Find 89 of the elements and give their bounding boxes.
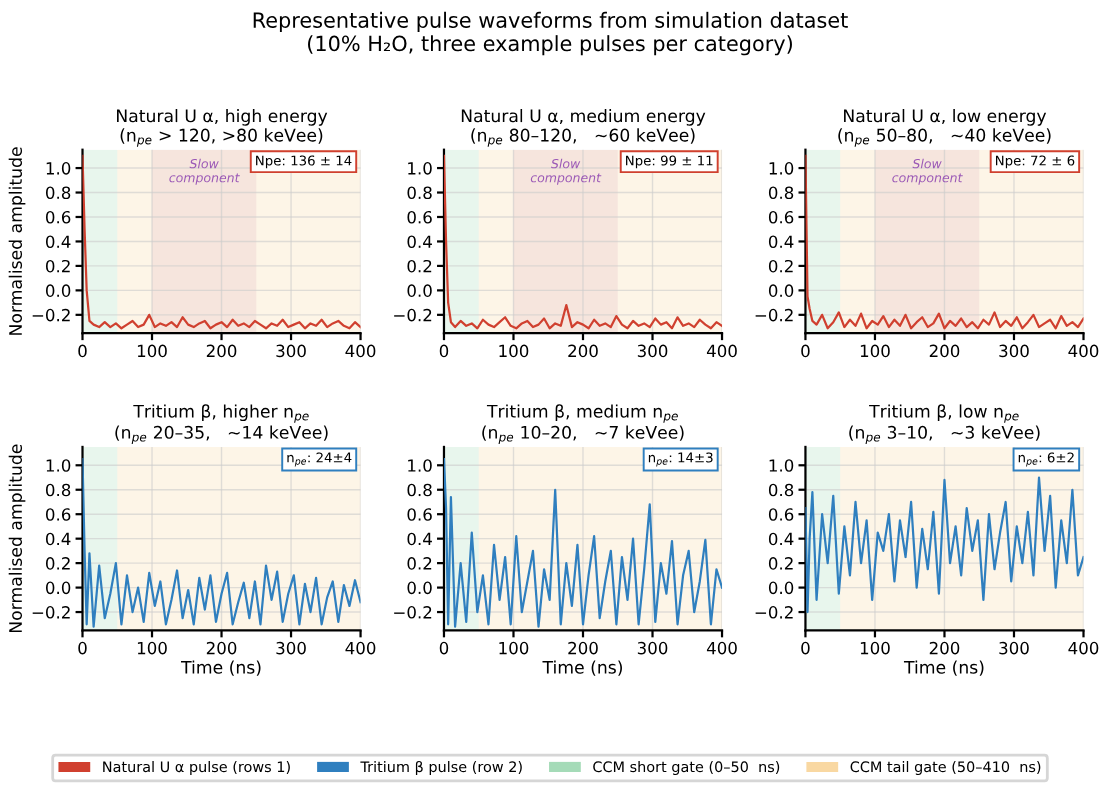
x-tick-label: 400 (706, 344, 737, 358)
y-tick-label: 0.0 (407, 581, 432, 595)
y-tick-label: 0.6 (768, 508, 794, 521)
y-tick-label: −0.2 (755, 308, 793, 322)
x-tick-label: 0 (78, 641, 87, 655)
x-tick-label: 0 (78, 344, 87, 358)
y-tick-label: 0.6 (407, 508, 432, 521)
y-tick-label: 0.4 (407, 235, 432, 249)
chart-title: Tritium β, medium n$_{pe}$ (n$_{pe}$ 10–20, ~7 keVee) (482, 404, 684, 444)
y-tick-label: −0.2 (32, 606, 70, 619)
y-tick-label: 0.2 (407, 557, 432, 570)
y-tick-label: 1.0 (46, 459, 71, 472)
y-tick-label: −0.2 (32, 308, 70, 322)
y-tick-label: 0.6 (45, 508, 71, 521)
y-tick-label: 0.6 (407, 210, 432, 224)
y-tick-label: 0.8 (768, 186, 794, 200)
x-tick-label: 300 (637, 344, 668, 358)
y-tick-label: 0.6 (768, 210, 794, 224)
x-tick-label: 400 (345, 641, 376, 655)
y-tick-label: 0.2 (768, 259, 793, 273)
chart-title: Natural U α, low energy (n$_{pe}$ 50–80, ~40 keVee) (838, 109, 1051, 147)
y-tick-label: 0.4 (768, 532, 794, 546)
y-tick-label: 0.0 (407, 284, 432, 297)
y-tick-label: 1.0 (46, 162, 71, 175)
y-tick-label: −0.2 (394, 606, 432, 619)
x-axis-title: Time (ns) (181, 660, 261, 676)
y-tick-label: 1.0 (769, 459, 794, 472)
x-tick-label: 200 (568, 344, 598, 358)
x-tick-label: 200 (206, 641, 237, 655)
y-tick-label: 0.0 (45, 284, 71, 297)
y-tick-label: 1.0 (408, 162, 432, 175)
x-tick-label: 0 (801, 641, 810, 655)
x-tick-label: 0 (439, 641, 449, 655)
y-axis-title: Normalised amplitude (8, 147, 26, 335)
x-tick-label: 400 (706, 641, 737, 655)
y-tick-label: 0.4 (45, 235, 71, 249)
y-tick-label: 0.8 (768, 483, 794, 497)
y-tick-label: 0.2 (407, 259, 432, 273)
line-series (805, 476, 1084, 614)
x-tick-label: 300 (999, 344, 1029, 358)
x-tick-label: 300 (637, 641, 668, 655)
x-tick-label: 100 (137, 344, 167, 358)
x-tick-label: 200 (929, 641, 960, 655)
chart-title: Natural U α, medium energy (n$_{pe}$ 80–120, ~60 keVee) (461, 109, 706, 147)
y-tick-label: 0.8 (45, 186, 71, 200)
y-tick-label: 1.0 (408, 459, 432, 472)
line-series (82, 154, 361, 330)
x-tick-label: 100 (499, 641, 529, 655)
chart-title: Tritium β, low n$_{pe}$ (n$_{pe}$ 3–10, ~3 keVee) (849, 404, 1040, 444)
x-tick-label: 0 (801, 344, 810, 358)
x-tick-label: 200 (206, 344, 237, 358)
y-tick-label: 0.8 (407, 186, 432, 200)
y-axis-title: Normalised amplitude (8, 444, 26, 633)
line-series (443, 154, 723, 330)
y-tick-label: 1.0 (769, 162, 794, 175)
chart-title: Tritium β, higher n$_{pe}$ (n$_{pe}$ 20–35, ~14 keVee) (115, 404, 328, 444)
chart-title: Natural U α, high energy (n$_{pe}$ > 120, >80 keVee) (117, 109, 328, 147)
x-tick-label: 400 (345, 344, 376, 358)
y-tick-label: 0.2 (768, 557, 793, 570)
y-tick-label: −0.2 (755, 606, 793, 619)
y-tick-label: −0.2 (394, 308, 432, 322)
y-tick-label: 0.4 (768, 235, 794, 249)
x-tick-label: 300 (276, 641, 306, 655)
y-tick-label: 0.2 (45, 557, 70, 570)
text: (10% H₂O, three example pulses per category) (308, 35, 792, 56)
x-tick-label: 100 (860, 641, 890, 655)
x-tick-label: 100 (499, 344, 529, 358)
line-series (805, 154, 1084, 330)
y-tick-label: 0.8 (45, 483, 71, 497)
x-tick-label: 200 (929, 344, 960, 358)
x-axis-title: Time (ns) (542, 660, 622, 676)
x-tick-label: 0 (439, 344, 449, 358)
x-tick-label: 400 (1068, 344, 1099, 358)
x-tick-label: 200 (568, 641, 598, 655)
text: Representative pulse waveforms from simulation dataset (253, 11, 848, 32)
y-tick-label: 0.0 (768, 284, 794, 297)
y-tick-label: 0.0 (768, 581, 794, 595)
x-tick-label: 400 (1068, 641, 1099, 655)
y-tick-label: 0.4 (407, 532, 432, 546)
y-tick-label: 0.6 (45, 210, 71, 224)
y-tick-label: 0.4 (45, 532, 71, 546)
y-tick-label: 0.8 (407, 483, 432, 497)
x-axis-title: Time (ns) (903, 660, 984, 676)
x-tick-label: 100 (137, 641, 167, 655)
x-tick-label: 300 (276, 344, 306, 358)
x-tick-label: 300 (999, 641, 1029, 655)
y-tick-label: 0.2 (45, 259, 70, 273)
y-tick-label: 0.0 (45, 581, 71, 595)
x-tick-label: 100 (860, 344, 890, 358)
